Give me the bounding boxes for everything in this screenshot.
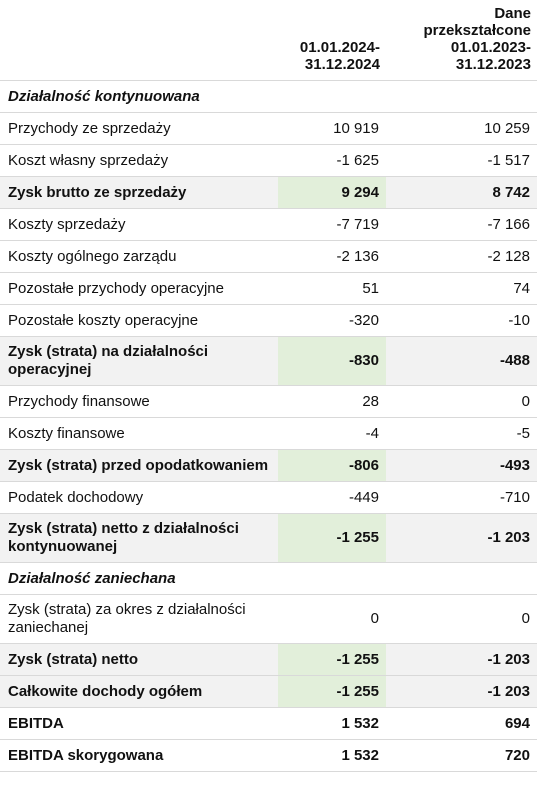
row-value: 720 bbox=[386, 739, 537, 772]
section-label: Działalność zaniechana bbox=[0, 562, 537, 595]
row-label: Koszty sprzedaży bbox=[0, 208, 278, 241]
row-value: -710 bbox=[386, 481, 537, 514]
row-value: 1 532 bbox=[278, 707, 386, 740]
row-label: Zysk brutto ze sprzedaży bbox=[0, 176, 278, 209]
row-value: -449 bbox=[278, 481, 386, 514]
section-label: Działalność kontynuowana bbox=[0, 80, 537, 113]
table-row: Pozostałe koszty operacyjne -320 -10 bbox=[0, 304, 537, 337]
row-value: -1 203 bbox=[386, 675, 537, 708]
column-header-line: Dane bbox=[494, 5, 531, 22]
row-value: 74 bbox=[386, 272, 537, 305]
row-value: -493 bbox=[386, 449, 537, 482]
row-value: 0 bbox=[386, 594, 537, 644]
table-row: Zysk (strata) na działalności operacyjne… bbox=[0, 336, 537, 386]
row-label: Podatek dochodowy bbox=[0, 481, 278, 514]
row-label: EBITDA bbox=[0, 707, 278, 740]
row-value: -7 719 bbox=[278, 208, 386, 241]
row-value: -1 255 bbox=[278, 675, 386, 708]
row-value: -5 bbox=[386, 417, 537, 450]
row-label: Zysk (strata) netto z działalności konty… bbox=[0, 513, 278, 563]
row-value: -7 166 bbox=[386, 208, 537, 241]
row-value: -806 bbox=[278, 449, 386, 482]
row-value: -2 136 bbox=[278, 240, 386, 273]
row-value: -1 203 bbox=[386, 513, 537, 563]
row-label: EBITDA skorygowana bbox=[0, 739, 278, 772]
header-blank bbox=[0, 0, 278, 81]
table-row: Zysk (strata) przed opodatkowaniem -806 -4… bbox=[0, 449, 537, 482]
row-label: Przychody finansowe bbox=[0, 385, 278, 418]
column-header-line: 01.01.2024- bbox=[299, 39, 380, 56]
row-label: Pozostałe przychody operacyjne bbox=[0, 272, 278, 305]
row-label: Zysk (strata) przed opodatkowaniem bbox=[0, 449, 278, 482]
row-label: Koszt własny sprzedaży bbox=[0, 144, 278, 177]
row-value: -320 bbox=[278, 304, 386, 337]
row-label: Koszty ogólnego zarządu bbox=[0, 240, 278, 273]
table-row: Zysk (strata) netto z działalności konty… bbox=[0, 513, 537, 563]
row-value: -1 625 bbox=[278, 144, 386, 177]
table-row: Całkowite dochody ogółem -1 255 -1 203 bbox=[0, 675, 537, 708]
table-row: Działalność kontynuowana bbox=[0, 80, 537, 113]
table-row: EBITDA 1 532 694 bbox=[0, 707, 537, 740]
table-row: Podatek dochodowy -449 -710 bbox=[0, 481, 537, 514]
row-value: 0 bbox=[386, 385, 537, 418]
table-row: Przychody ze sprzedaży 10 919 10 259 bbox=[0, 112, 537, 145]
table-row: EBITDA skorygowana 1 532 720 bbox=[0, 739, 537, 772]
table-row: Koszty ogólnego zarządu -2 136 -2 128 bbox=[0, 240, 537, 273]
row-label: Zysk (strata) netto bbox=[0, 643, 278, 676]
financial-table: 01.01.2024- 31.12.2024 Dane przekształcone 0… bbox=[0, 0, 537, 772]
row-value: -2 128 bbox=[386, 240, 537, 273]
row-value: 28 bbox=[278, 385, 386, 418]
header-row: 01.01.2024- 31.12.2024 Dane przekształcone 0… bbox=[0, 0, 537, 81]
table-row: Działalność zaniechana bbox=[0, 562, 537, 595]
table-row: Zysk (strata) za okres z działalności za… bbox=[0, 594, 537, 644]
row-label: Przychody ze sprzedaży bbox=[0, 112, 278, 145]
row-value: -1 203 bbox=[386, 643, 537, 676]
row-value: 694 bbox=[386, 707, 537, 740]
table-row: Koszty sprzedaży -7 719 -7 166 bbox=[0, 208, 537, 241]
column-header-line: 01.01.2023- bbox=[450, 39, 531, 56]
row-value: 1 532 bbox=[278, 739, 386, 772]
table-row: Przychody finansowe 28 0 bbox=[0, 385, 537, 418]
row-label: Koszty finansowe bbox=[0, 417, 278, 450]
row-value: -10 bbox=[386, 304, 537, 337]
row-value: -1 255 bbox=[278, 513, 386, 563]
row-label: Całkowite dochody ogółem bbox=[0, 675, 278, 708]
column-header-line: przekształcone bbox=[423, 22, 531, 39]
row-value: 10 259 bbox=[386, 112, 537, 145]
row-value: -830 bbox=[278, 336, 386, 386]
table-row: Zysk (strata) netto -1 255 -1 203 bbox=[0, 643, 537, 676]
row-value: 10 919 bbox=[278, 112, 386, 145]
column-header: 01.01.2024- 31.12.2024 bbox=[278, 0, 386, 81]
row-value: 51 bbox=[278, 272, 386, 305]
table-row: Zysk brutto ze sprzedaży 9 294 8 742 bbox=[0, 176, 537, 209]
row-label: Zysk (strata) za okres z działalności za… bbox=[0, 594, 278, 644]
row-label: Zysk (strata) na działalności operacyjne… bbox=[0, 336, 278, 386]
row-value: 8 742 bbox=[386, 176, 537, 209]
row-value: -4 bbox=[278, 417, 386, 450]
row-value: 0 bbox=[278, 594, 386, 644]
column-header-line: 31.12.2023 bbox=[455, 56, 531, 73]
table-body: Działalność kontynuowana Przychody ze spr… bbox=[0, 80, 537, 772]
row-value: -1 255 bbox=[278, 643, 386, 676]
column-header: Dane przekształcone 01.01.2023- 31.12.2023 bbox=[386, 0, 537, 81]
table-row: Koszt własny sprzedaży -1 625 -1 517 bbox=[0, 144, 537, 177]
row-value: 9 294 bbox=[278, 176, 386, 209]
table-row: Koszty finansowe -4 -5 bbox=[0, 417, 537, 450]
row-label: Pozostałe koszty operacyjne bbox=[0, 304, 278, 337]
row-value: -488 bbox=[386, 336, 537, 386]
table-row: Pozostałe przychody operacyjne 51 74 bbox=[0, 272, 537, 305]
column-header-line: 31.12.2024 bbox=[304, 56, 380, 73]
row-value: -1 517 bbox=[386, 144, 537, 177]
